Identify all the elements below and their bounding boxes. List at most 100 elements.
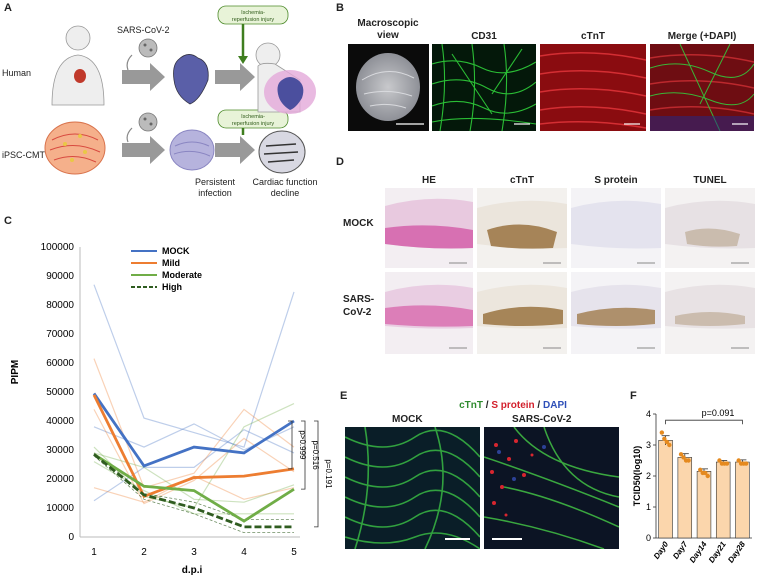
sprotein-sars-image bbox=[571, 272, 661, 354]
c-pvalue-label: p>0.999 bbox=[298, 430, 307, 460]
tunel-mock-image bbox=[665, 188, 755, 268]
heart-icon bbox=[74, 69, 86, 83]
f-x-tick-label: Day0 bbox=[652, 540, 671, 561]
f-x-tick-label: Day7 bbox=[671, 540, 690, 561]
svg-text:reperfusion injury: reperfusion injury bbox=[232, 121, 274, 127]
header-merge: Merge (+DAPI) bbox=[667, 31, 737, 42]
row-label-mock: MOCK bbox=[343, 218, 374, 229]
cd31-image bbox=[432, 44, 536, 131]
f-significance-bracket bbox=[665, 419, 743, 425]
f-bar bbox=[658, 440, 673, 539]
f-data-point bbox=[724, 461, 730, 466]
f-x-tick-label: Day28 bbox=[726, 540, 747, 565]
f-bar bbox=[735, 461, 750, 539]
c-y-tick-label: 80000 bbox=[46, 300, 74, 311]
svg-text:Ischemia-: Ischemia- bbox=[241, 10, 265, 16]
e-sars-image bbox=[484, 427, 619, 549]
cardiac-decline-label: Cardiac function decline bbox=[252, 177, 318, 198]
f-bar bbox=[696, 471, 712, 539]
c-legend-label: MOCK bbox=[162, 246, 190, 256]
c-significance-bracket bbox=[288, 420, 293, 470]
svg-text:Ischemia-: Ischemia- bbox=[241, 114, 265, 120]
c-y-tick-label: 0 bbox=[68, 532, 74, 543]
f-x-tick-label: Day14 bbox=[688, 540, 709, 565]
f-data-point bbox=[662, 436, 667, 441]
f-data-point bbox=[736, 458, 741, 463]
c-y-tick-label: 10000 bbox=[46, 503, 74, 514]
c-significance-bracket bbox=[301, 420, 306, 490]
c-y-tick-label: 20000 bbox=[46, 474, 74, 485]
panel-label-f: F bbox=[630, 390, 637, 402]
c-individual-line bbox=[93, 475, 295, 503]
ipsc-tissue bbox=[44, 121, 106, 175]
header-d-ctnt: cTnT bbox=[510, 175, 534, 186]
infected-heart bbox=[173, 54, 209, 105]
c-y-tick-label: 60000 bbox=[46, 358, 74, 369]
injury-box: Ischemia- reperfusion injury Ischemia- r… bbox=[217, 5, 289, 135]
header-tunel: TUNEL bbox=[693, 175, 727, 186]
ctnt-sars-image bbox=[477, 272, 567, 354]
panel-label-c: C bbox=[4, 215, 12, 227]
f-bar bbox=[677, 457, 693, 539]
chart-c: 0 10000 20000 30000 40000 50000 60000 70000 8000… bbox=[10, 242, 333, 576]
f-y-axis-label: TCID50(log10) bbox=[632, 446, 642, 507]
f-y-tick-label: 4 bbox=[646, 409, 651, 419]
human-figure bbox=[51, 25, 105, 106]
header-cd31: CD31 bbox=[471, 31, 497, 42]
header-macroscopic: Macroscopic view bbox=[357, 18, 419, 41]
c-x-tick-label: 2 bbox=[141, 547, 147, 558]
f-data-point bbox=[703, 470, 708, 476]
c-legend-label: Mild bbox=[162, 258, 180, 268]
f-pvalue: p=0.091 bbox=[702, 408, 735, 418]
f-y-tick-label: 3 bbox=[646, 440, 651, 450]
e-mock-label: MOCK bbox=[392, 414, 423, 425]
e-mock-image bbox=[345, 427, 480, 549]
c-y-tick-label: 40000 bbox=[46, 416, 74, 427]
c-individual-line bbox=[93, 429, 295, 502]
header-ctnt: cTnT bbox=[581, 31, 605, 42]
human-label: Human bbox=[2, 68, 32, 78]
f-data-point bbox=[743, 461, 749, 466]
panel-label-a: A bbox=[4, 2, 12, 14]
row-label-sars: SARS- CoV-2 bbox=[343, 294, 375, 318]
c-pvalue-label: p=0.191 bbox=[324, 459, 333, 489]
c-significance-bracket bbox=[314, 420, 319, 528]
schematic-a: Ischemia- reperfusion injury Ischemia- r… bbox=[44, 5, 316, 175]
c-individual-line bbox=[93, 358, 295, 489]
c-x-tick-label: 3 bbox=[191, 547, 197, 558]
c-y-tick-label: 100000 bbox=[41, 242, 75, 253]
panel-label-d: D bbox=[336, 156, 344, 168]
declined-tissue bbox=[258, 130, 306, 174]
sprotein-mock-image bbox=[571, 188, 661, 268]
f-x-tick-label: Day21 bbox=[707, 540, 728, 565]
virus-label: SARS-CoV-2 bbox=[117, 25, 170, 35]
virus-icon bbox=[126, 38, 158, 143]
ctnt-mock-image bbox=[477, 188, 567, 268]
he-sars-image bbox=[385, 272, 473, 354]
f-data-point bbox=[667, 442, 672, 448]
f-data-point bbox=[686, 458, 691, 463]
c-individual-line bbox=[93, 284, 295, 448]
c-y-tick-label: 90000 bbox=[46, 271, 74, 282]
c-pvalue-label: p=0.516 bbox=[311, 441, 320, 471]
c-y-axis-label: PIPM bbox=[10, 360, 21, 384]
c-series-line-mild bbox=[92, 394, 295, 499]
f-data-point bbox=[705, 473, 710, 479]
c-legend-label: Moderate bbox=[162, 270, 202, 280]
f-bar bbox=[715, 461, 731, 539]
tunel-sars-image bbox=[665, 272, 755, 354]
histology-grid bbox=[385, 188, 755, 354]
c-individual-line bbox=[93, 409, 295, 505]
c-x-tick-label: 4 bbox=[241, 547, 247, 558]
ctnt-image-b bbox=[540, 44, 646, 131]
c-y-tick-label: 50000 bbox=[46, 387, 74, 398]
e-title: cTnT / S protein / DAPI bbox=[459, 400, 567, 411]
merge-image-b bbox=[650, 44, 754, 131]
c-x-axis-label: d.p.i bbox=[182, 565, 203, 576]
damaged-human bbox=[255, 42, 316, 114]
infected-tissue bbox=[169, 129, 215, 171]
ipsc-label: iPSC-CMT bbox=[2, 150, 45, 160]
header-he: HE bbox=[422, 175, 436, 186]
c-y-tick-label: 30000 bbox=[46, 445, 74, 456]
panel-label-e: E bbox=[340, 390, 348, 402]
